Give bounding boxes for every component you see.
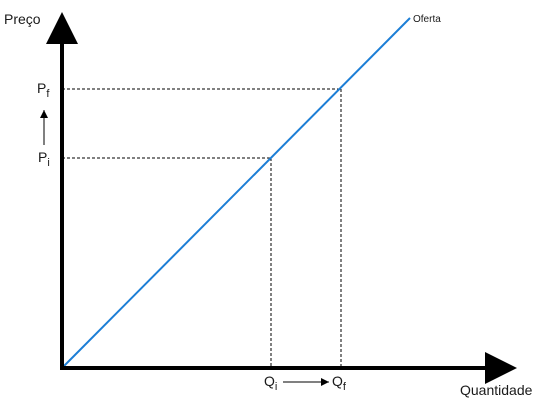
quantity-initial-label: Qi: [264, 373, 277, 393]
quantity-final-label: Qf: [332, 373, 347, 393]
supply-curve-label: Oferta: [413, 14, 441, 25]
y-axis-label: Preço: [4, 11, 41, 27]
price-initial-label: Pi: [38, 149, 50, 169]
supply-line: [61, 17, 411, 369]
x-axis-label: Quantidade: [460, 382, 533, 398]
price-final-label: Pf: [37, 80, 50, 100]
